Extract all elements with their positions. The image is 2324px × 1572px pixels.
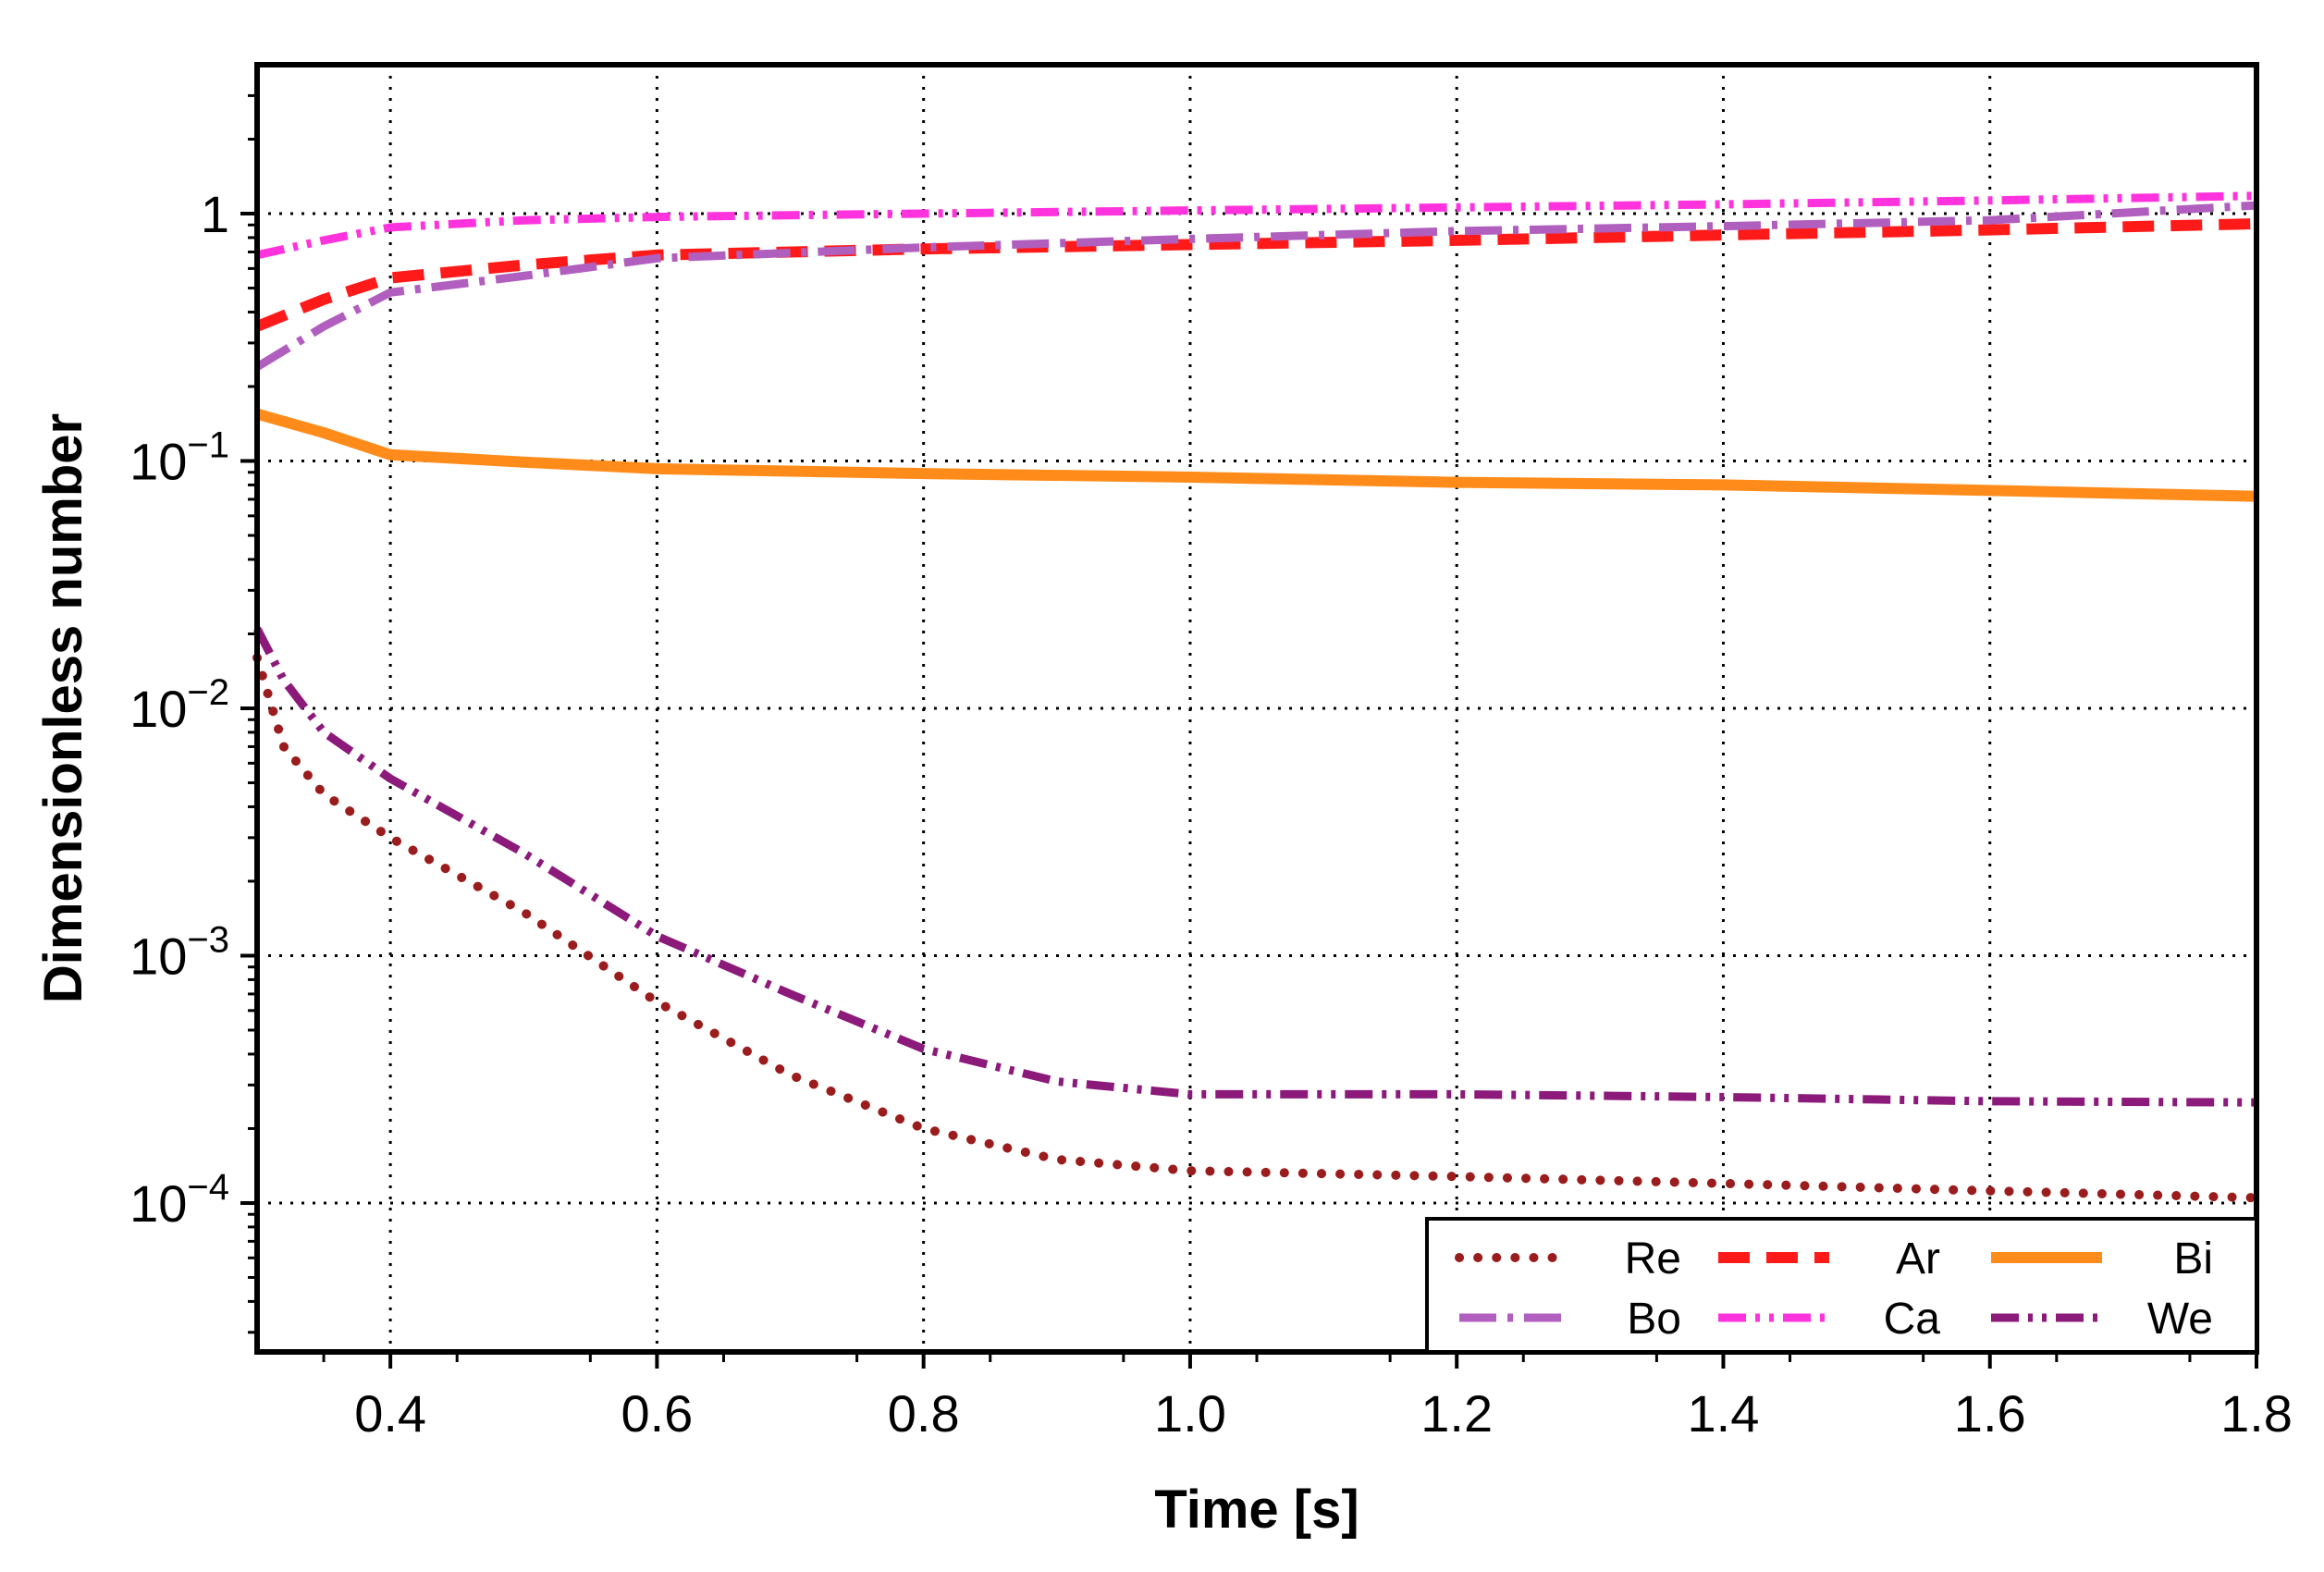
legend: Re Ar Bi Bo Ca We [1425,1217,2258,1354]
x-axis-label: Time [s] [1154,1480,1359,1540]
legend-label-ar: Ar [1896,1234,1940,1283]
data-series [252,191,2261,1203]
x-tick-label: 1.4 [1688,1384,1760,1443]
series-line-bo [254,201,2257,371]
legend-label-re: Re [1625,1234,1681,1283]
series-line-ar [254,218,2257,332]
legend-box [1425,1217,2258,1354]
y-tick-label: 10−1 [129,425,229,491]
y-tick-label: 10−3 [129,919,229,985]
series-line-we [253,626,2257,1107]
legend-label-bo: Bo [1627,1295,1681,1344]
y-tick-label: 1 [201,185,229,243]
x-tick-label: 0.8 [888,1384,960,1443]
x-tick-label: 0.4 [354,1384,426,1443]
x-tick-label: 1.8 [2220,1384,2293,1443]
legend-label-ca: Ca [1884,1295,1941,1344]
series-line-ca [256,191,2257,260]
x-tick-label: 0.6 [621,1384,693,1443]
x-tick-label: 1.6 [1954,1384,2026,1443]
legend-label-we: We [2147,1295,2213,1344]
series-line-bi [255,408,2257,502]
x-tick-label: 1.2 [1420,1384,1493,1443]
series-line-re [252,653,2261,1203]
y-tick-label: 10−2 [129,672,229,738]
y-tick-label: 10−4 [129,1167,229,1233]
legend-label-bi: Bi [2173,1234,2213,1283]
x-tick-label: 1.0 [1154,1384,1226,1443]
y-axis-label: Dimensionless number [33,413,93,1003]
axis-ticks: 0.4 0.6 0.8 1.0 1.2 1.4 1.6 1.8 1 10−1 10−2 10−3 10−… [129,93,2293,1443]
